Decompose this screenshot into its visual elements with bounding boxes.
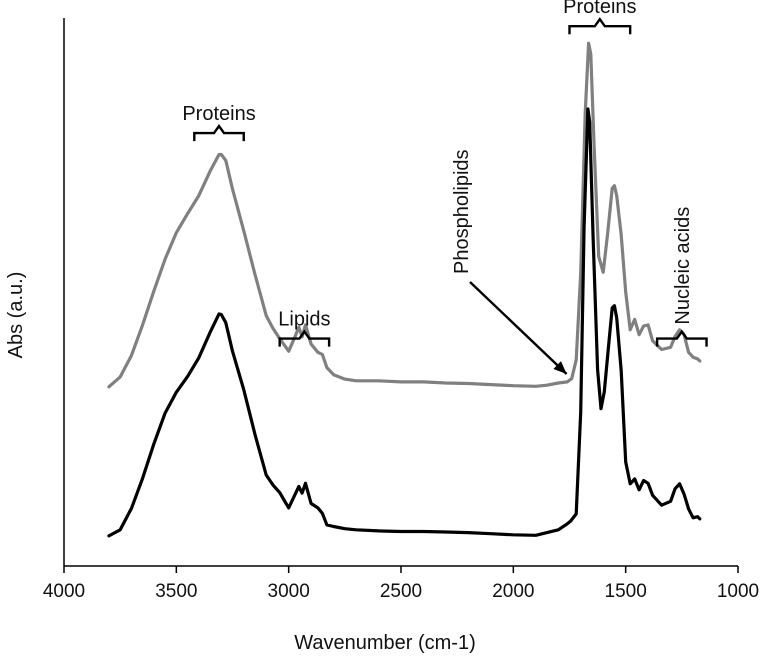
series-line-1 (107, 41, 702, 389)
annotation-bracket (568, 17, 632, 35)
series-line-2 (107, 107, 702, 538)
x-tick-label: 4000 (43, 581, 85, 602)
annotation-bracket (655, 329, 708, 347)
y-axis-title-text: Abs (a.u.) (5, 272, 27, 359)
x-tick-label: 3000 (268, 581, 310, 602)
series-layer (107, 41, 702, 538)
x-tick-label: 2000 (492, 581, 534, 602)
x-tick-label: 1000 (717, 581, 759, 602)
x-tick-label: 2500 (380, 581, 422, 602)
y-axis-title: Abs (a.u.) (5, 272, 27, 359)
axes: 4000 3500 3000 2500 2000 1500 1000 (43, 18, 759, 602)
x-tick-label: 3500 (155, 581, 197, 602)
annotation-label: Nucleic acids (672, 207, 694, 325)
x-axis-title: Wavenumber (cm-1) (294, 632, 476, 654)
x-axis-title-text: Wavenumber (cm-1) (294, 632, 476, 654)
annotation-label: Lipids (278, 309, 330, 331)
x-tick-label: 1500 (605, 581, 647, 602)
annotation-label: Proteins (563, 0, 636, 18)
annotation-layer: Proteins Lipids Proteins Nucleic acids Phosp… (182, 0, 708, 375)
annotation-arrowhead (553, 361, 567, 375)
annotation-arrow (469, 281, 568, 375)
annotation-label: Proteins (182, 103, 255, 125)
annotation-bracket (193, 124, 245, 142)
annotation-label: Phospholipids (451, 149, 473, 274)
annotation-bracket (278, 329, 331, 347)
